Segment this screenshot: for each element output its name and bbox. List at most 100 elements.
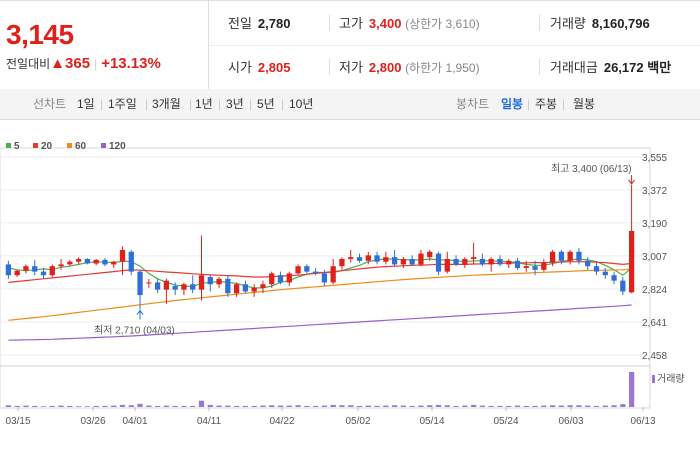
candle-body [163, 280, 170, 290]
candle [453, 255, 459, 267]
candle-body [400, 258, 407, 265]
x-tick-label: 04/01 [122, 416, 147, 427]
candle-body [444, 258, 450, 272]
line-chart-label: 선차트 [33, 97, 67, 111]
volume-bar [576, 405, 582, 407]
candle-body [119, 249, 126, 262]
candle [400, 257, 407, 269]
candle-body [295, 266, 301, 274]
x-tick-label: 04/22 [269, 416, 294, 427]
candle-body [462, 258, 468, 265]
candle [190, 275, 196, 294]
divider: | [189, 97, 193, 111]
candle [391, 249, 398, 267]
candle [409, 255, 415, 267]
candle [374, 251, 380, 265]
ma-line-60 [8, 268, 632, 321]
candle [488, 257, 494, 272]
tab-period-1w[interactable]: 1주일 [108, 97, 137, 111]
candle-body [514, 260, 521, 269]
candle [269, 271, 275, 288]
candle-body [251, 287, 257, 292]
volume-bar [523, 405, 529, 407]
divider [329, 59, 330, 75]
ma-legend-label: 20 [41, 141, 53, 152]
candle [295, 264, 301, 276]
volume-bar [269, 405, 275, 407]
candle [558, 249, 565, 265]
candle-body [172, 286, 178, 290]
candle [497, 255, 503, 267]
candle-body [602, 271, 608, 276]
x-tick-label: 04/11 [197, 416, 222, 427]
divider: | [94, 57, 98, 71]
volume-bar [558, 405, 565, 407]
tab-candle-daily[interactable]: 일봉 [501, 97, 524, 111]
candle-body [242, 284, 249, 292]
candle [146, 278, 152, 288]
volume-bar [216, 405, 222, 407]
tab-period-1d[interactable]: 1일 [77, 97, 95, 111]
tab-period-10y[interactable]: 10년 [289, 97, 314, 111]
candle [628, 184, 635, 294]
volume-bar [321, 405, 328, 407]
candle [225, 275, 231, 297]
price-change: 전일대비▲365 | +13.13% [6, 55, 161, 72]
candle [286, 271, 292, 287]
candle [321, 269, 328, 287]
candle [418, 249, 424, 267]
candle-body [286, 273, 292, 283]
volume-bar [391, 405, 398, 407]
candle-body [356, 257, 363, 261]
candle [242, 280, 249, 294]
candle-body [198, 275, 205, 290]
candle-body [111, 261, 117, 265]
change-value: 365 [65, 55, 91, 72]
chart-frame [0, 147, 651, 409]
chart-tabs: 선차트 1일 | 1주일 | 3개월 | 1년 | 3년 | 5년 | 10년 … [0, 89, 700, 120]
candle [137, 269, 143, 310]
candle [435, 251, 442, 276]
volume-bar [32, 405, 38, 407]
candle [128, 249, 134, 276]
ma-legend-swatch [6, 143, 11, 148]
volume-bar [14, 405, 20, 407]
candle-body [67, 261, 73, 265]
volume-bar [67, 405, 73, 407]
volume-bar [5, 405, 12, 407]
tab-period-3y[interactable]: 3년 [226, 97, 244, 111]
ma-legend-label: 120 [109, 141, 126, 152]
candle-body [102, 259, 108, 265]
ma-legend-label: 5 [14, 141, 20, 152]
candle-body [32, 266, 38, 272]
candle-body [40, 271, 47, 276]
up-arrow-icon: ▲ [50, 55, 66, 72]
volume-bar [567, 405, 573, 407]
tab-candle-monthly[interactable]: 월봉 [573, 97, 596, 111]
candle [119, 246, 126, 276]
volume-bar [383, 405, 389, 407]
tab-candle-weekly[interactable]: 주봉 [535, 97, 558, 111]
y-tick-label: 2,824 [642, 285, 667, 296]
candle-chart-label: 봉차트 [456, 97, 490, 111]
candle [339, 257, 345, 270]
y-tick-label: 3,372 [642, 186, 667, 197]
candle-body [427, 251, 433, 258]
candle [84, 258, 91, 265]
tab-period-3m[interactable]: 3개월 [152, 97, 181, 111]
candle-body [418, 253, 424, 265]
candle [602, 268, 608, 279]
x-tick-label: 05/02 [345, 416, 370, 427]
volume-bar [602, 405, 608, 407]
volume-bar [585, 405, 591, 407]
y-tick-label: 2,641 [642, 318, 667, 329]
tab-period-5y[interactable]: 5년 [257, 97, 275, 111]
divider [329, 15, 330, 31]
divider [539, 15, 540, 31]
tab-period-1y[interactable]: 1년 [195, 97, 213, 111]
volume-bar [172, 405, 178, 407]
candle [23, 264, 29, 274]
candle-body [216, 278, 222, 285]
candle-body [269, 273, 275, 285]
volume-bar [260, 405, 266, 407]
